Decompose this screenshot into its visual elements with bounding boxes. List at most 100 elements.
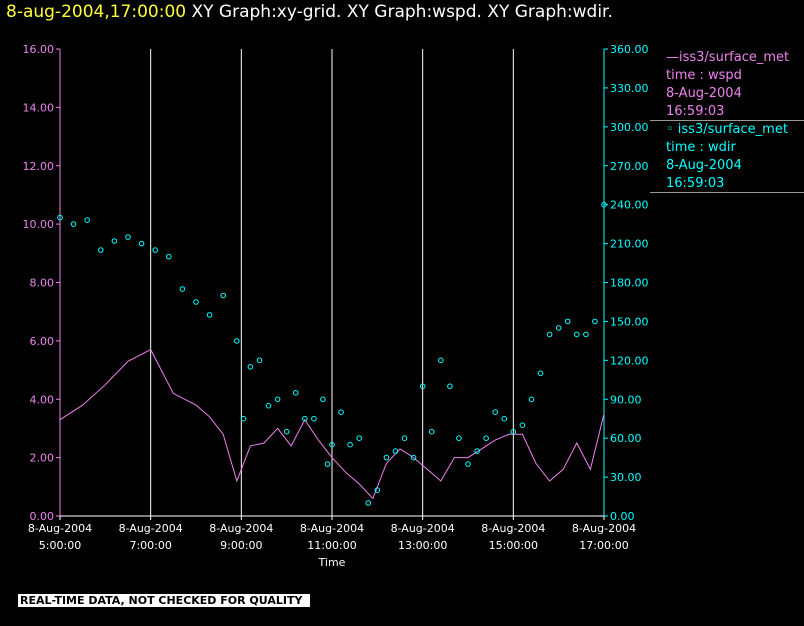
wdir-point bbox=[220, 292, 226, 299]
right-tick-label: 180.00 bbox=[610, 277, 649, 290]
wdir-point bbox=[111, 238, 118, 244]
wdir-point bbox=[84, 217, 90, 223]
wdir-point bbox=[283, 428, 290, 435]
header-graph-names: XY Graph:xy-grid. XY Graph:wspd. XY Grap… bbox=[191, 2, 613, 22]
wdir-point bbox=[574, 331, 580, 338]
wdir-point bbox=[546, 331, 553, 338]
right-tick-label: 0.00 bbox=[610, 510, 635, 523]
wdir-point bbox=[138, 240, 145, 247]
wdir-point bbox=[519, 422, 526, 429]
right-tick-label: 30.00 bbox=[610, 471, 642, 484]
x-tick-label-date: 8-Aug-2004 bbox=[300, 522, 364, 535]
wdir-point bbox=[592, 318, 598, 325]
grid-lines bbox=[59, 49, 605, 516]
wdir-point bbox=[329, 441, 335, 448]
x-tick-label-date: 8-Aug-2004 bbox=[28, 522, 92, 535]
wdir-point bbox=[392, 448, 399, 454]
right-tick-label: 360.00 bbox=[610, 43, 649, 56]
wdir-point bbox=[166, 253, 172, 260]
wdir-point bbox=[265, 402, 272, 409]
wdir-point bbox=[383, 454, 390, 461]
left-tick-label: 10.00 bbox=[23, 218, 55, 231]
x-axis-label: Time bbox=[318, 556, 346, 569]
wdir-point bbox=[483, 435, 489, 442]
wdir-point bbox=[410, 454, 417, 461]
right-tick-label: 60.00 bbox=[610, 432, 642, 445]
wdir-point bbox=[428, 428, 435, 435]
wdir-point bbox=[98, 247, 104, 253]
x-tick-label-date: 8-Aug-2004 bbox=[119, 522, 183, 535]
left-tick-label: 16.00 bbox=[23, 43, 55, 56]
wdir-point bbox=[537, 370, 544, 377]
left-tick-label: 2.00 bbox=[30, 452, 55, 465]
legend-wdir-line: time : wdir bbox=[666, 140, 736, 155]
right-tick-label: 300.00 bbox=[610, 121, 649, 134]
right-tick-label: 240.00 bbox=[610, 199, 649, 212]
wdir-point bbox=[374, 487, 381, 493]
left-tick-label: 6.00 bbox=[30, 335, 55, 348]
x-tick-label-time: 11:00:00 bbox=[307, 539, 356, 552]
x-tick-label-time: 7:00:00 bbox=[129, 539, 171, 552]
wdir-series bbox=[57, 201, 607, 506]
wdir-point bbox=[179, 286, 186, 292]
wdir-point bbox=[125, 234, 131, 240]
legend-wspd-line: 8-Aug-2004 bbox=[666, 86, 742, 101]
quality-note: REAL-TIME DATA, NOT CHECKED FOR QUALITY bbox=[18, 594, 311, 607]
wdir-point bbox=[474, 448, 480, 454]
wdir-point bbox=[510, 428, 517, 435]
left-tick-label: 8.00 bbox=[30, 277, 55, 290]
left-tick-label: 0.00 bbox=[30, 510, 55, 523]
right-tick-label: 210.00 bbox=[610, 238, 649, 251]
x-tick-label-time: 5:00:00 bbox=[39, 539, 81, 552]
wdir-point bbox=[311, 415, 317, 422]
wdir-point bbox=[274, 396, 281, 403]
axis-labels: 0.00 2.00 4.00 6.00 8.00 10.00 12.00 14.00 16.00… bbox=[23, 43, 649, 569]
wdir-point bbox=[234, 338, 240, 344]
legend-wdir-line: 8-Aug-2004 bbox=[666, 158, 742, 173]
legend-wspd-line: time : wspd bbox=[666, 68, 742, 83]
wdir-point bbox=[438, 357, 444, 364]
wdir-point bbox=[447, 383, 453, 390]
right-tick-label: 330.00 bbox=[610, 82, 649, 95]
x-tick-label-time: 13:00:00 bbox=[398, 539, 447, 552]
x-tick-label-date: 8-Aug-2004 bbox=[572, 522, 636, 535]
wdir-point bbox=[256, 357, 263, 364]
wdir-point bbox=[465, 461, 471, 467]
legend-divider bbox=[650, 192, 804, 193]
wdir-point bbox=[240, 415, 247, 422]
wdir-point bbox=[356, 435, 363, 442]
wdir-point bbox=[564, 318, 571, 325]
legend-wdir-line: 16:59:03 bbox=[666, 176, 725, 191]
wspd-line bbox=[59, 348, 605, 500]
x-tick-label-date: 8-Aug-2004 bbox=[209, 522, 273, 535]
wdir-point bbox=[419, 383, 426, 390]
wdir-point bbox=[401, 435, 408, 442]
x-tick-label-date: 8-Aug-2004 bbox=[481, 522, 545, 535]
left-tick-label: 12.00 bbox=[23, 160, 55, 173]
wdir-point bbox=[456, 435, 462, 442]
left-tick-label: 14.00 bbox=[23, 101, 55, 114]
wdir-point bbox=[338, 409, 344, 416]
wdir-point bbox=[320, 396, 326, 403]
x-tick-label-time: 15:00:00 bbox=[489, 539, 538, 552]
wdir-point bbox=[601, 201, 607, 208]
wdir-point bbox=[206, 312, 213, 318]
x-tick-label-date: 8-Aug-2004 bbox=[391, 522, 455, 535]
wdir-point bbox=[555, 325, 562, 331]
wdir-point bbox=[492, 409, 499, 416]
left-tick-label: 4.00 bbox=[30, 393, 55, 406]
legend-wspd: —iss3/surface_met time : wspd 8-Aug-2004… bbox=[666, 49, 789, 121]
wspd-series bbox=[59, 348, 605, 500]
header-time: 8-aug-2004,17:00:00 bbox=[6, 2, 187, 22]
right-tick-label: 150.00 bbox=[610, 315, 649, 328]
wdir-point bbox=[292, 390, 299, 396]
graph-header: 8-aug-2004,17:00:00 XY Graph:xy-grid. XY… bbox=[6, 2, 613, 22]
legend-wspd-line: —iss3/surface_met bbox=[666, 50, 790, 65]
wdir-point bbox=[528, 396, 535, 403]
wdir-point bbox=[247, 364, 254, 370]
legend-divider bbox=[650, 120, 804, 121]
wdir-point bbox=[302, 415, 308, 422]
wdir-point bbox=[57, 214, 63, 221]
legend-wdir-line: ◦ iss3/surface_met bbox=[666, 122, 788, 137]
